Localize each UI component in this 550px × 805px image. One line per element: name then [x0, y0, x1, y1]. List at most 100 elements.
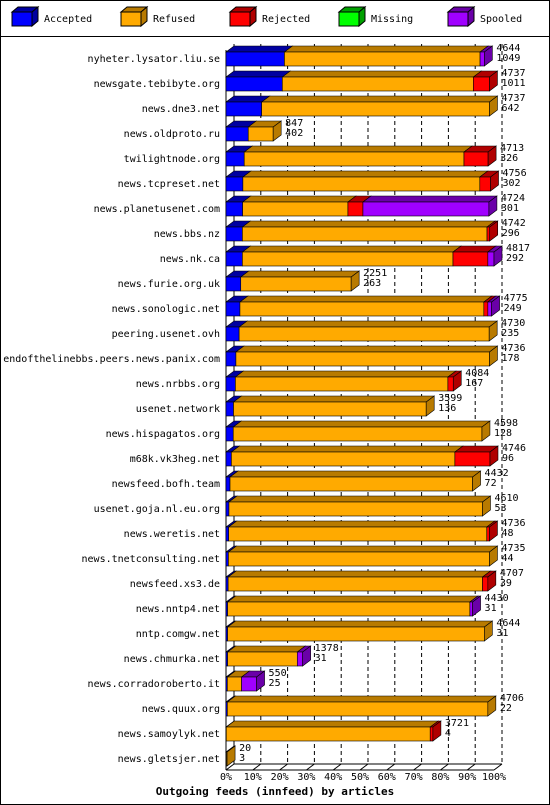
bar-top [230, 445, 464, 453]
offered-label: 4746 [502, 443, 526, 454]
bar-segment [239, 301, 485, 317]
y-tick-label: newsfeed.bofh.team [112, 479, 220, 490]
floor-line [332, 763, 342, 771]
bar-end [472, 470, 481, 492]
y-tick-label: newsgate.tebibyte.org [94, 79, 220, 90]
offered-label: 4432 [485, 468, 509, 479]
bar-segment [225, 551, 229, 567]
bar-segment [347, 201, 364, 217]
bar-segment [225, 301, 241, 317]
y-tick-label: news.planetusenet.com [94, 204, 220, 215]
bar-top [226, 695, 497, 703]
y-tick-label: news.dne3.net [142, 104, 220, 115]
bar-segment [281, 76, 474, 92]
bar-segment [229, 476, 473, 492]
bar-end [432, 720, 442, 742]
y-tick-label: news.nntp4.net [136, 604, 220, 615]
offered-label: 4724 [501, 193, 525, 204]
accepted-label: 136 [438, 403, 456, 414]
bar-top [241, 220, 496, 228]
bar-segment [225, 276, 242, 292]
bar-segment [225, 426, 234, 442]
accepted-label: 235 [501, 328, 519, 339]
offered-label: 4713 [500, 143, 524, 154]
bar-segment [225, 176, 244, 192]
bar-segment [242, 201, 349, 217]
bar-segment [284, 51, 481, 67]
bar-top [232, 395, 436, 403]
floor-line [225, 763, 235, 771]
bar-segment [479, 51, 485, 67]
offered-label: 4610 [494, 493, 518, 504]
x-tick-label: 20% [271, 772, 289, 783]
offered-label: 4706 [500, 693, 524, 704]
bar-segment [483, 301, 489, 317]
accepted-label: 642 [501, 103, 519, 114]
y-tick-label: news.nrbbs.org [136, 379, 220, 390]
floor-line [413, 763, 422, 771]
accepted-label: 31 [485, 603, 497, 614]
bar-segment [227, 601, 471, 617]
legend-label: Spooled [480, 14, 522, 25]
bar-end [489, 345, 498, 367]
offered-label: 4736 [501, 343, 525, 354]
bar-segment [242, 226, 488, 242]
bar-top [239, 295, 493, 303]
bar-segment [296, 651, 303, 667]
y-tick-label: news.quux.org [142, 704, 220, 715]
accepted-label: 72 [485, 478, 497, 489]
bar-top [227, 520, 496, 528]
floor-line [440, 763, 449, 771]
accepted-label: 96 [502, 453, 514, 464]
bar-segment [447, 376, 454, 392]
bar-segment [482, 576, 489, 592]
y-tick-label: news.furie.org.uk [118, 279, 220, 290]
floor-line [306, 763, 315, 771]
offered-label: 4084 [465, 368, 489, 379]
accepted-label: 3 [239, 753, 245, 764]
offered-label: 4736 [501, 518, 525, 529]
offered-label: 550 [269, 668, 287, 679]
bar-end [488, 195, 498, 217]
bar-top [238, 320, 499, 328]
bar-segment [225, 526, 229, 542]
floor-line [252, 763, 262, 771]
bar-top [281, 70, 483, 78]
offered-label: 4598 [494, 418, 518, 429]
bar-end [493, 245, 503, 267]
bar-end [489, 520, 498, 542]
legend-swatch [229, 11, 251, 27]
bar-segment [225, 76, 283, 92]
y-tick-label: peering.usenet.ovh [112, 329, 220, 340]
accepted-label: 31 [315, 653, 327, 664]
x-tick-label: 60% [378, 772, 396, 783]
bar-segment [227, 701, 489, 717]
legend-label: Accepted [44, 14, 92, 25]
bar-segment [225, 501, 230, 517]
bar-end [484, 45, 493, 67]
bar-top [241, 195, 357, 203]
bar-end [489, 545, 498, 567]
x-tick-label: 80% [431, 772, 449, 783]
bar-top [226, 595, 479, 603]
bar-segment [240, 276, 352, 292]
bar-segment [225, 351, 237, 367]
bar-segment [463, 151, 489, 167]
accepted-label: 44 [501, 553, 513, 564]
legend-swatch [447, 11, 469, 27]
accepted-label: 4 [445, 728, 451, 739]
accepted-label: 167 [465, 378, 483, 389]
bar-segment [241, 676, 257, 692]
bar-top [235, 345, 499, 353]
y-tick-label: endofthelinebbs.peers.news.panix.com [3, 354, 220, 365]
bar-segment [473, 76, 490, 92]
legend-swatch [338, 11, 360, 27]
offered-label: 4644 [496, 43, 520, 54]
bar-top [232, 420, 491, 428]
offered-label: 4742 [502, 218, 526, 229]
bar-segment [225, 226, 243, 242]
bar-top [226, 620, 494, 628]
bar-segment [225, 151, 245, 167]
